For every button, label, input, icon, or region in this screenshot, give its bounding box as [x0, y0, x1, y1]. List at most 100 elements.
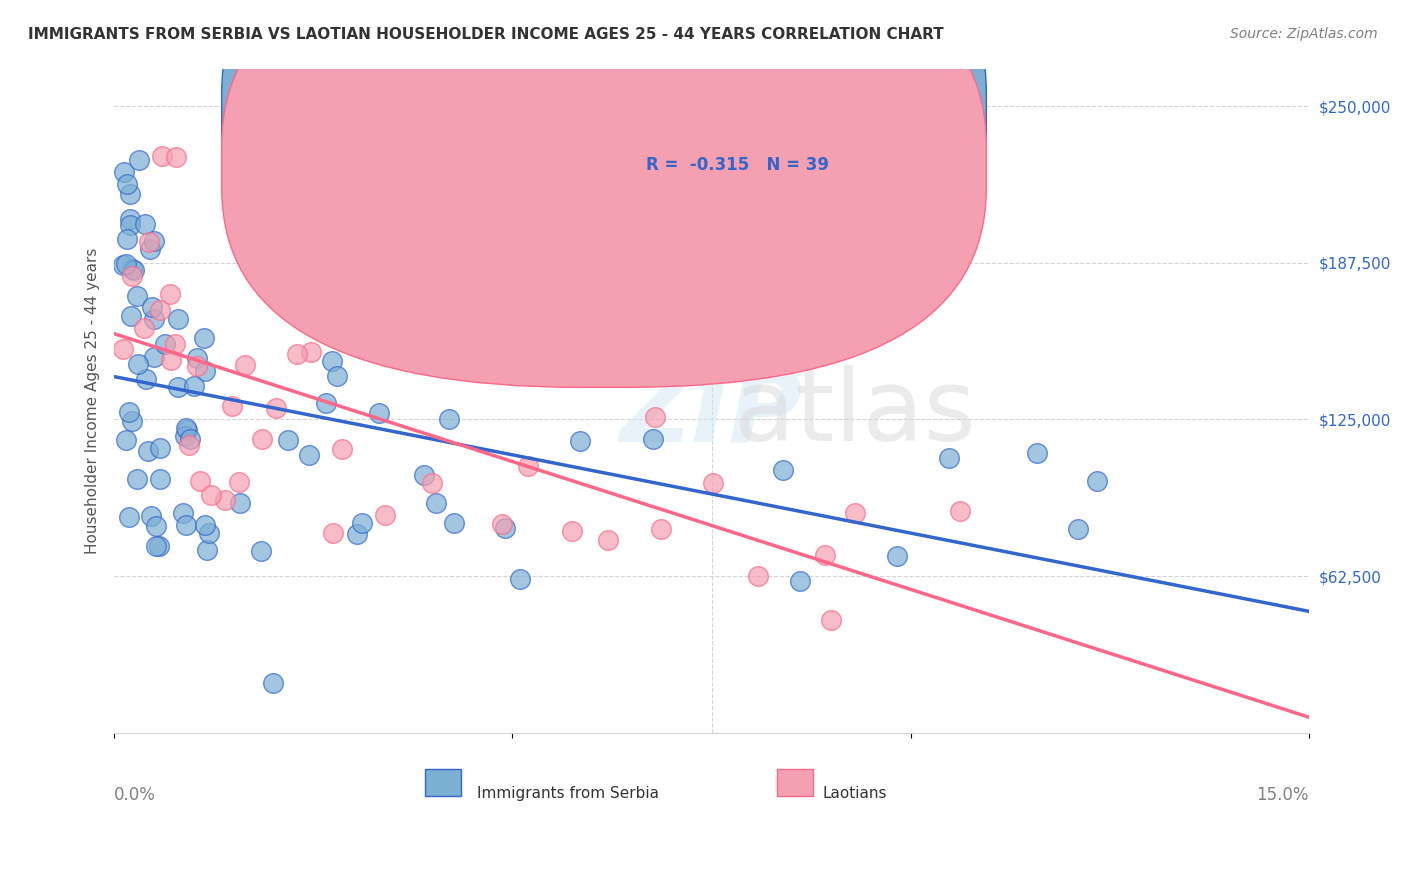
Point: [141, 301, 163, 315]
Point: [367, 406, 389, 420]
Point: [149, 441, 172, 455]
Point: [177, 437, 200, 451]
Point: [277, 434, 299, 448]
Point: [138, 242, 160, 256]
Point: [569, 434, 592, 448]
Point: [128, 153, 150, 168]
Point: [326, 368, 349, 383]
Point: [641, 432, 664, 446]
Point: [491, 517, 513, 532]
Point: [172, 506, 194, 520]
Text: ZIP: ZIP: [620, 366, 803, 462]
Point: [509, 572, 531, 586]
Point: [120, 309, 142, 323]
Point: [263, 675, 285, 690]
Point: [315, 396, 337, 410]
Point: [886, 549, 908, 563]
Point: [420, 476, 443, 491]
Point: [321, 353, 343, 368]
Point: [250, 544, 273, 558]
Point: [145, 519, 167, 533]
Point: [186, 351, 208, 365]
Text: Immigrants from Serbia: Immigrants from Serbia: [477, 786, 659, 801]
Point: [179, 432, 201, 446]
Point: [166, 380, 188, 394]
Point: [374, 508, 396, 523]
Point: [112, 258, 135, 272]
Point: [114, 257, 136, 271]
Point: [517, 458, 540, 473]
Point: [148, 539, 170, 553]
Point: [120, 186, 142, 201]
Point: [644, 409, 666, 424]
Point: [747, 568, 769, 582]
Point: [122, 262, 145, 277]
Point: [820, 613, 842, 627]
Point: [174, 429, 197, 443]
Point: [132, 320, 155, 334]
Point: [332, 442, 354, 456]
Point: [229, 496, 252, 510]
Point: [143, 312, 166, 326]
Point: [174, 518, 197, 533]
Point: [143, 234, 166, 248]
Point: [117, 232, 139, 246]
Point: [125, 472, 148, 486]
Point: [948, 504, 970, 518]
Point: [193, 331, 215, 345]
Point: [322, 526, 344, 541]
Point: [112, 342, 135, 356]
Text: atlas: atlas: [734, 366, 976, 462]
Point: [120, 211, 142, 226]
Point: [127, 357, 149, 371]
Point: [221, 399, 243, 413]
Point: [346, 527, 368, 541]
Point: [121, 261, 143, 276]
Point: [1067, 522, 1090, 536]
Point: [772, 463, 794, 477]
Point: [159, 287, 181, 301]
Point: [228, 475, 250, 490]
Text: Laotians: Laotians: [823, 786, 887, 801]
Point: [297, 448, 319, 462]
Point: [813, 548, 835, 562]
Point: [118, 510, 141, 524]
Point: [117, 404, 139, 418]
Text: R =  -0.111   N = 75: R = -0.111 N = 75: [645, 99, 828, 118]
Point: [702, 476, 724, 491]
Point: [938, 450, 960, 465]
Point: [302, 149, 325, 163]
Point: [494, 521, 516, 535]
Point: [195, 543, 218, 558]
Point: [200, 488, 222, 502]
Point: [141, 508, 163, 523]
Point: [134, 217, 156, 231]
Text: Source: ZipAtlas.com: Source: ZipAtlas.com: [1230, 27, 1378, 41]
Point: [149, 302, 172, 317]
Point: [165, 150, 187, 164]
Point: [159, 353, 181, 368]
Point: [165, 336, 187, 351]
FancyBboxPatch shape: [222, 0, 987, 387]
Point: [138, 235, 160, 249]
Point: [183, 378, 205, 392]
Point: [285, 347, 308, 361]
Point: [167, 312, 190, 326]
Point: [136, 444, 159, 458]
Point: [596, 533, 619, 548]
Point: [413, 468, 436, 483]
Point: [443, 516, 465, 531]
Point: [114, 433, 136, 447]
Text: IMMIGRANTS FROM SERBIA VS LAOTIAN HOUSEHOLDER INCOME AGES 25 - 44 YEARS CORRELAT: IMMIGRANTS FROM SERBIA VS LAOTIAN HOUSEH…: [28, 27, 943, 42]
Text: 15.0%: 15.0%: [1257, 786, 1309, 804]
Y-axis label: Householder Income Ages 25 - 44 years: Householder Income Ages 25 - 44 years: [86, 247, 100, 554]
Point: [143, 350, 166, 364]
Point: [135, 372, 157, 386]
FancyBboxPatch shape: [557, 108, 915, 208]
Point: [233, 358, 256, 372]
Point: [1026, 446, 1049, 460]
Point: [112, 164, 135, 178]
Point: [561, 524, 583, 539]
Point: [149, 472, 172, 486]
Point: [145, 539, 167, 553]
